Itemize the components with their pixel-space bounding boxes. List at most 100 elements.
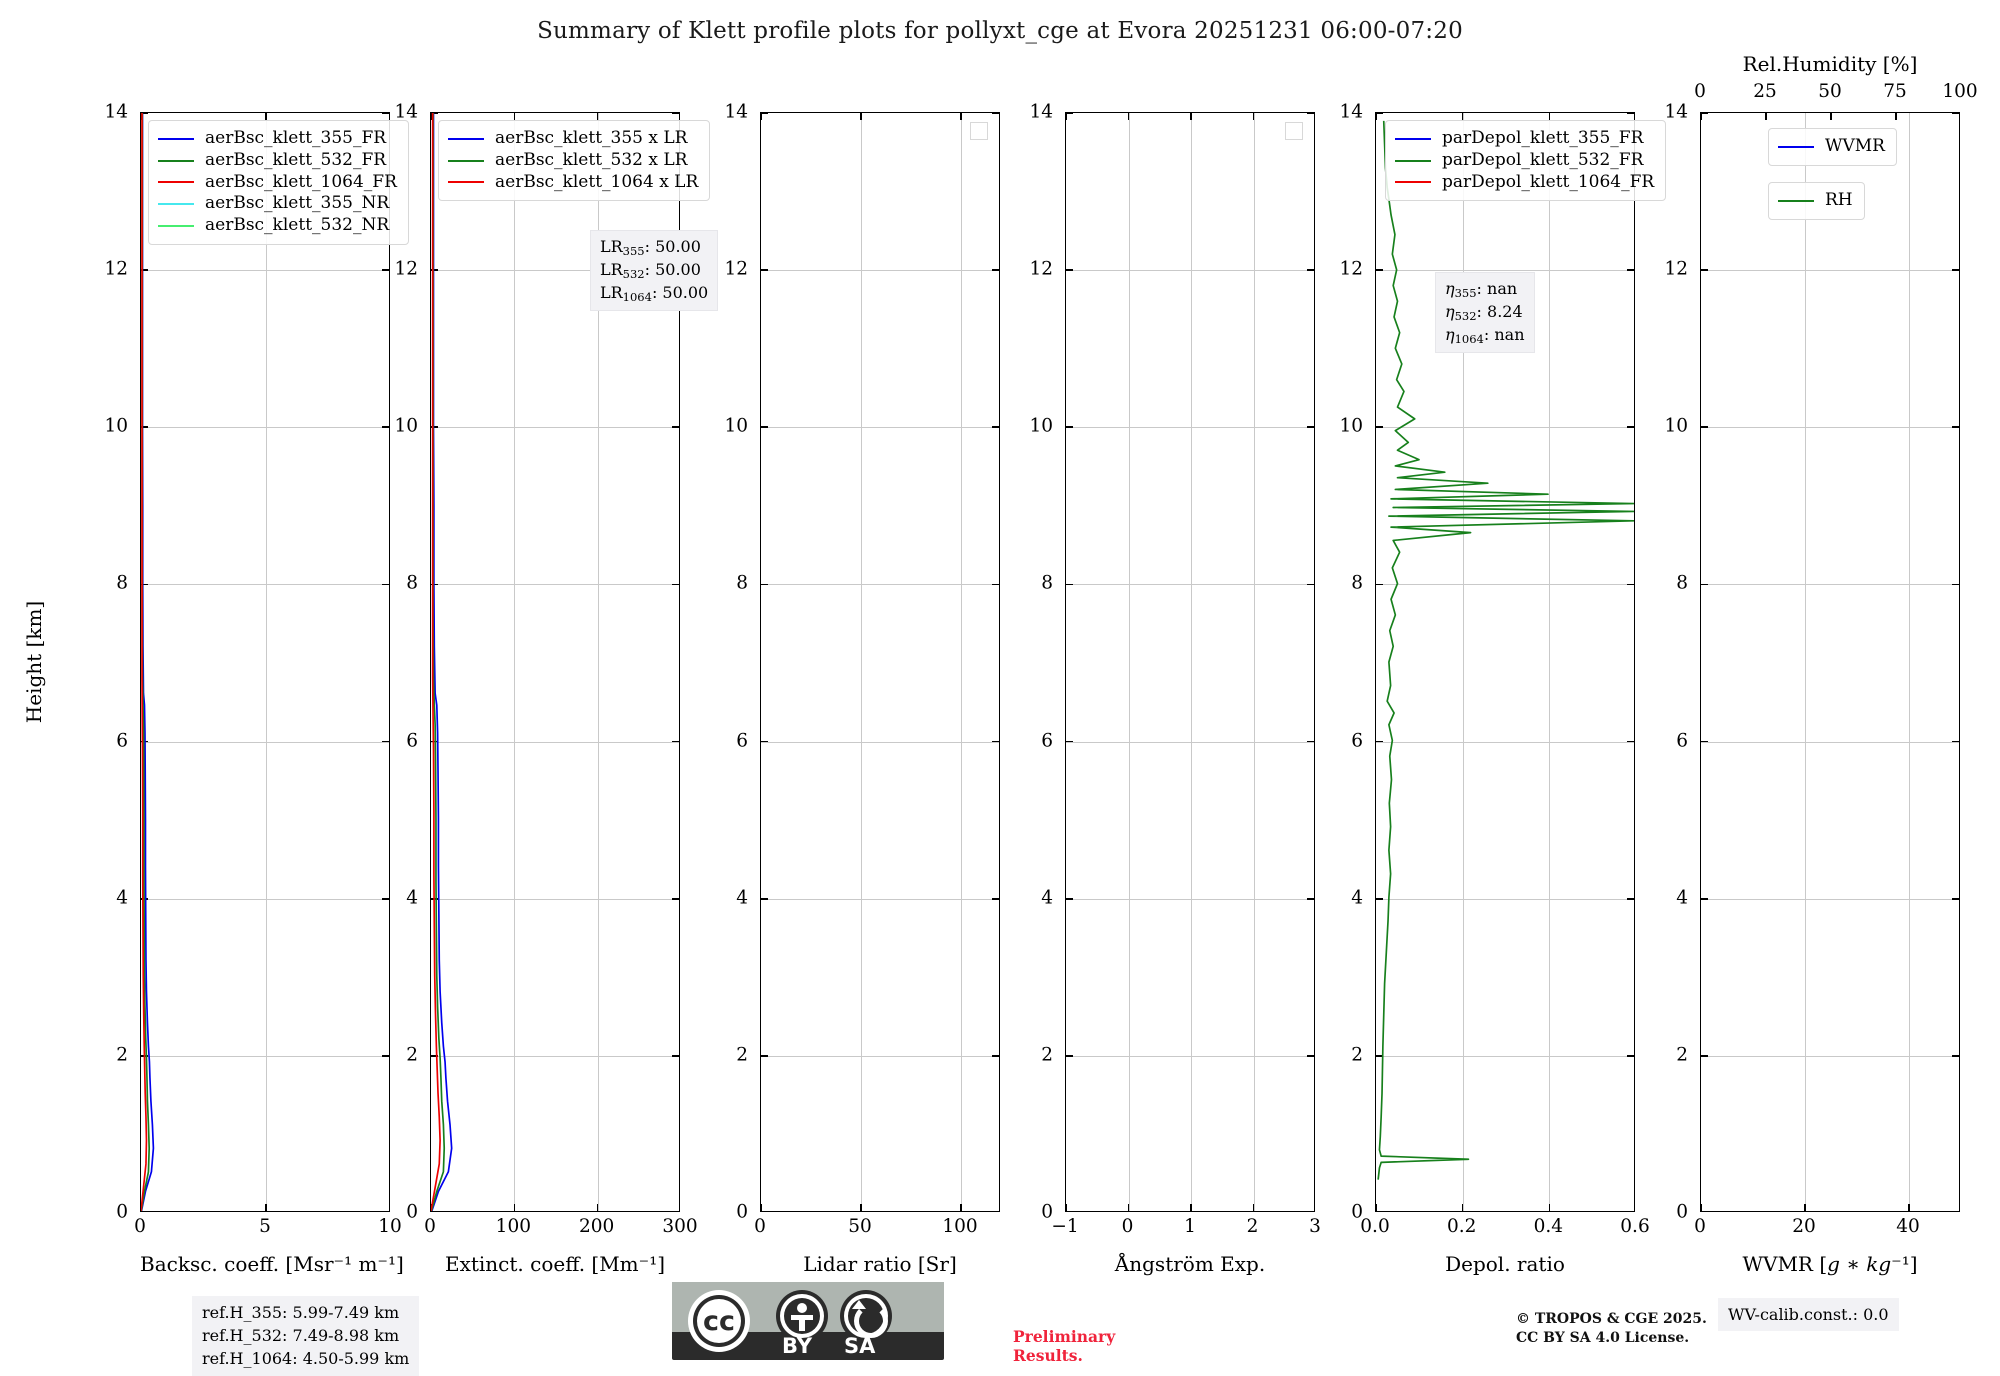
annotation-symbol: LR: [600, 237, 623, 256]
annotation-depol: η355: nan η532: 8.24 η1064: nan: [1435, 272, 1535, 354]
legend-depol[interactable]: parDepol_klett_355_FR parDepol_klett_532_…: [1385, 120, 1667, 202]
gridline-vertical: [1191, 113, 1192, 1211]
x-tick-label: 0: [1121, 1216, 1134, 1237]
x-tick-label: 200: [579, 1216, 615, 1237]
y-tick-label: 8: [1676, 572, 1688, 594]
legend-label: aerBsc_klett_1064 x LR: [495, 171, 699, 192]
x-axis-title-extinction: Extinct. coeff. [Mm⁻¹]: [444, 1252, 666, 1276]
y-tick: [672, 583, 679, 586]
y-tick-label: 12: [394, 258, 418, 280]
legend-backscatter[interactable]: aerBsc_klett_355_FR aerBsc_klett_532_FR ae…: [148, 120, 409, 245]
y-tick: [761, 269, 768, 271]
legend-item[interactable]: parDepol_klett_532_FR: [1395, 150, 1654, 172]
x-tick: [265, 113, 267, 120]
y-tick-label: 0: [406, 1201, 418, 1223]
gridline-horizontal: [1701, 898, 1959, 900]
gridline-horizontal: [761, 898, 999, 900]
y-tick-label: 2: [406, 1044, 418, 1066]
y-tick: [382, 426, 389, 429]
gridline-horizontal: [1376, 270, 1634, 272]
legend-item[interactable]: aerBsc_klett_355_FR: [158, 128, 397, 150]
y-tick: [382, 583, 389, 586]
panel-extinction: 0 2 4 6 8 10 12 14 0 100 200 300 Extinct. coeff. [Mm…: [394, 102, 719, 1276]
gridline-vertical: [597, 113, 599, 1211]
y-tick-label: 4: [406, 887, 418, 909]
annotation-symbol: η: [1445, 325, 1455, 345]
y-tick: [761, 740, 768, 743]
y-tick-label: 8: [406, 572, 418, 594]
x-tick-label: 1: [1184, 1216, 1196, 1237]
legend-item: RH: [1778, 190, 1853, 212]
y-tick-label: 8: [1351, 572, 1363, 594]
y-tick: [431, 269, 438, 271]
top-x-tick: [1830, 113, 1832, 120]
curve-aerBsc_klett_355 x LR: [431, 113, 453, 1211]
legend-item[interactable]: parDepol_klett_355_FR: [1395, 128, 1654, 150]
legend-line-icon: [1395, 137, 1431, 140]
legend-item[interactable]: aerBsc_klett_1064 x LR: [448, 172, 698, 194]
legend-item[interactable]: parDepol_klett_1064_FR: [1395, 172, 1654, 194]
y-tick-label: 6: [736, 730, 748, 752]
x-tick: [960, 1204, 962, 1211]
legend-line-icon: [1778, 199, 1814, 202]
y-tick: [1952, 740, 1959, 743]
y-tick: [672, 740, 679, 743]
x-tick: [596, 113, 599, 120]
top-axis-title-rel-humidity: Rel.Humidity [%]: [1742, 52, 1918, 76]
x-tick-label: 300: [662, 1216, 698, 1237]
reference-height-box: ref.H_355: 5.99-7.49 km ref.H_532: 7.49-…: [192, 1296, 420, 1376]
gridline-horizontal: [1376, 584, 1634, 586]
curve-layer-wvmr: [1701, 113, 1959, 1211]
top-x-tick-label: 50: [1818, 81, 1842, 102]
x-tick-label: 0: [424, 1216, 436, 1237]
y-tick-label: 6: [1351, 730, 1363, 752]
gridline-vertical: [514, 113, 516, 1211]
x-tick: [1461, 113, 1464, 120]
legend-placeholder-lidar-ratio[interactable]: [970, 122, 988, 140]
legend-item[interactable]: aerBsc_klett_355_NR: [158, 193, 397, 215]
y-tick: [1376, 740, 1383, 743]
plot-area-angstrom: [1065, 112, 1315, 1212]
legend-wvmr-wvmr[interactable]: WVMR: [1768, 128, 1897, 166]
copyright-line-1: © TROPOS & CGE 2025.: [1516, 1311, 1707, 1327]
y-tick: [1307, 269, 1314, 271]
cc-badge-sa-label: SA: [844, 1334, 876, 1358]
legend-item[interactable]: aerBsc_klett_355 x LR: [448, 128, 698, 150]
gridline-horizontal: [1376, 898, 1634, 900]
y-tick: [992, 269, 999, 271]
panel-lidar-ratio: 0 2 4 6 8 10 12 14 0 50 100 Lidar ratio [Sr]: [724, 102, 1000, 1276]
gridline-horizontal: [1701, 427, 1959, 429]
y-tick: [1307, 113, 1314, 114]
x-tick-label: 100: [942, 1216, 978, 1237]
top-x-tick: [1895, 113, 1897, 120]
gridline-horizontal: [1066, 898, 1314, 900]
y-tick-label: 6: [1676, 730, 1688, 752]
y-tick-label: 12: [1664, 258, 1688, 280]
y-tick: [1376, 426, 1383, 429]
legend-item: WVMR: [1778, 136, 1885, 158]
y-tick-label: 2: [1676, 1044, 1688, 1066]
legend-wvmr-rh[interactable]: RH: [1768, 182, 1865, 220]
annotation-line: η355: nan: [1445, 278, 1525, 301]
x-tick-label: 10: [378, 1216, 402, 1237]
gridline-horizontal: [431, 427, 679, 429]
x-tick: [1461, 1204, 1464, 1211]
legend-item[interactable]: aerBsc_klett_532_FR: [158, 150, 397, 172]
x-tick-label: 3: [1309, 1216, 1321, 1237]
legend-extinction[interactable]: aerBsc_klett_355 x LR aerBsc_klett_532 x …: [438, 120, 711, 202]
legend-label: aerBsc_klett_355 x LR: [495, 128, 688, 148]
legend-item[interactable]: aerBsc_klett_532 x LR: [448, 150, 698, 172]
legend-item[interactable]: aerBsc_klett_1064_FR: [158, 172, 397, 194]
legend-label: parDepol_klett_355_FR: [1442, 128, 1644, 148]
x-tick-label: 40: [1896, 1216, 1920, 1237]
x-axis-title-depol: Depol. ratio: [1445, 1252, 1565, 1276]
y-tick-label: 4: [1041, 887, 1053, 909]
legend-item[interactable]: aerBsc_klett_532_NR: [158, 215, 397, 237]
legend-placeholder-angstrom[interactable]: [1285, 122, 1303, 140]
preliminary-line-1: Preliminary: [1013, 1327, 1116, 1346]
legend-label: aerBsc_klett_532_NR: [205, 215, 390, 235]
legend-line-icon: [1778, 145, 1814, 148]
wv-calib-box: WV-calib.const.: 0.0: [1718, 1298, 1899, 1332]
gridline-horizontal: [1701, 584, 1959, 586]
y-tick: [1376, 113, 1383, 114]
